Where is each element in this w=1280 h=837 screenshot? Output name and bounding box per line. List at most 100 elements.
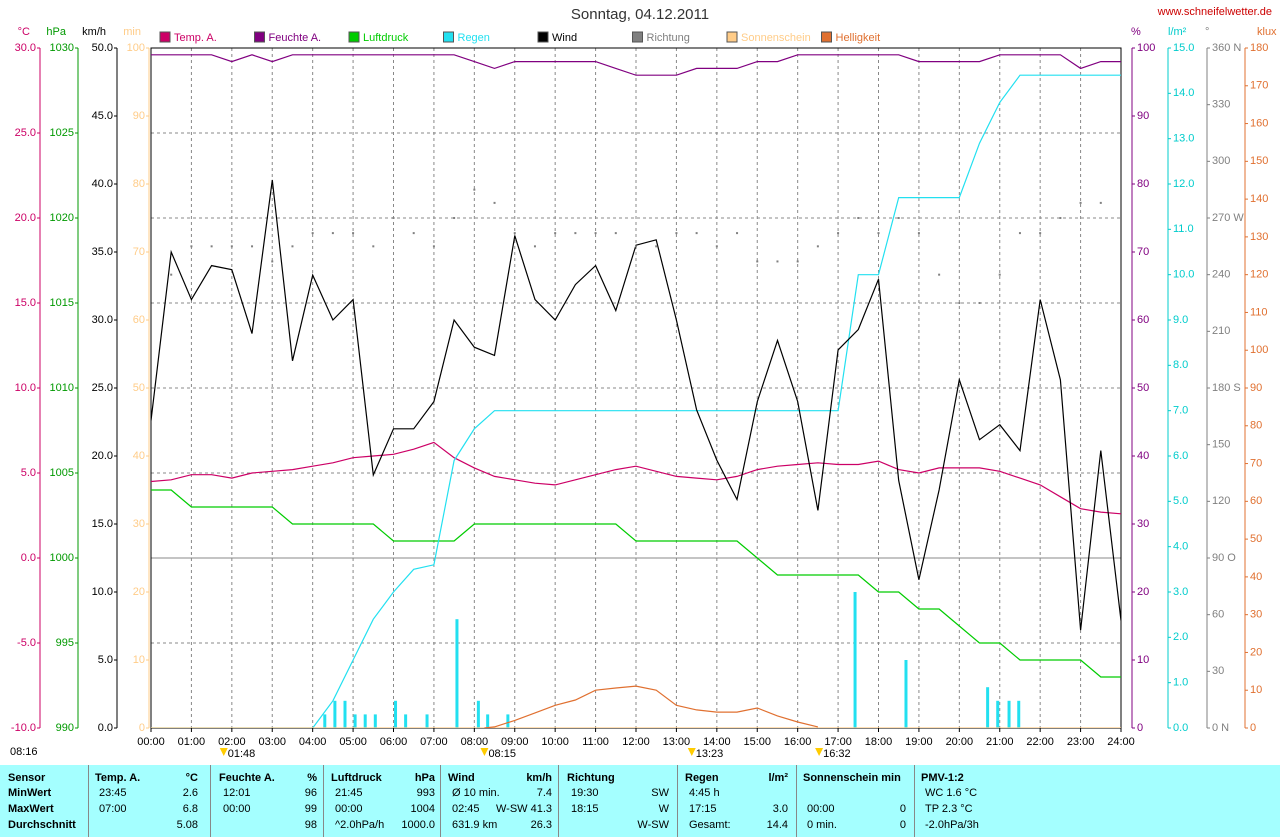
axis-unit: % xyxy=(1131,26,1141,38)
cell-text: 12:01 xyxy=(223,787,251,799)
y-tick-label: 160 xyxy=(1250,117,1268,129)
y-tick-label: 90 O xyxy=(1212,552,1236,564)
cell-value: 0 xyxy=(899,803,906,815)
y-tick-label: 120 xyxy=(1250,269,1268,281)
cell-value: 96 xyxy=(304,787,317,799)
y-tick-label: 0.0 xyxy=(98,722,113,734)
direction-dot xyxy=(372,245,375,248)
x-tick-label: 07:00 xyxy=(420,736,448,748)
y-tick-label: 60 xyxy=(133,314,145,326)
cell-text: 23:45 xyxy=(99,787,127,799)
x-tick-label: 16:00 xyxy=(784,736,812,748)
direction-dot xyxy=(392,217,395,219)
y-tick-label: 0 N xyxy=(1212,722,1229,734)
x-tick-label: 00:00 xyxy=(137,736,165,748)
direction-dot xyxy=(432,245,435,248)
column-header: Wind xyxy=(448,772,475,784)
axis-unit: min xyxy=(123,26,141,38)
rain-bar xyxy=(323,714,327,728)
y-tick-label: 1005 xyxy=(50,467,74,479)
legend-swatch xyxy=(159,31,171,43)
rain-bar xyxy=(404,714,408,728)
cell-value: W-SW 41.3 xyxy=(495,803,552,815)
y-tick-label: 110 xyxy=(1250,306,1268,318)
direction-dot xyxy=(796,260,799,263)
y-tick-label: 50 xyxy=(133,382,145,394)
y-tick-label: 0 xyxy=(139,722,145,734)
y-tick-label: -5.0 xyxy=(17,637,36,649)
annotation-label: 13:23 xyxy=(696,748,724,760)
direction-dot xyxy=(1099,201,1102,204)
cell-value: 26.3 xyxy=(530,819,552,831)
rain-bar xyxy=(486,714,490,728)
x-tick-label: 01:00 xyxy=(178,736,206,748)
direction-dot xyxy=(170,273,173,276)
y-tick-label: 10.0 xyxy=(92,586,113,598)
column-separator xyxy=(914,765,915,837)
direction-dot xyxy=(574,232,577,235)
annotation-icon xyxy=(480,748,489,756)
x-tick-label: 14:00 xyxy=(703,736,731,748)
rain-bar xyxy=(425,714,429,728)
y-tick-label: 14.0 xyxy=(1173,87,1194,99)
direction-dot xyxy=(857,217,860,219)
axis-unit: hPa xyxy=(46,26,66,38)
direction-dot xyxy=(1120,201,1121,204)
y-tick-label: 150 xyxy=(1212,439,1230,451)
rain-bar xyxy=(353,714,357,728)
y-tick-label: 150 xyxy=(1250,155,1268,167)
cell-value: 99 xyxy=(304,803,317,815)
legend-label: Regen xyxy=(458,32,490,44)
rain-bar xyxy=(455,619,459,728)
row-label: MinWert xyxy=(8,787,52,799)
y-tick-label: 120 xyxy=(1212,495,1230,507)
cell-value: 1004 xyxy=(410,803,435,815)
column-separator xyxy=(796,765,797,837)
cell-text: 4:45 h xyxy=(689,787,720,799)
direction-dot xyxy=(1059,217,1062,219)
cell-text: 0 min. xyxy=(807,819,837,831)
direction-dot xyxy=(917,232,920,235)
column-unit: hPa xyxy=(414,772,435,784)
y-tick-label: 1030 xyxy=(50,42,74,54)
series-line xyxy=(151,54,1121,76)
source-link[interactable]: www.schneifelwetter.de xyxy=(1157,6,1272,18)
direction-dot xyxy=(554,232,557,235)
x-tick-label: 17:00 xyxy=(824,736,852,748)
cell-text: Ø 10 min. xyxy=(452,787,500,799)
cell-value: 14.4 xyxy=(766,819,788,831)
y-tick-label: 11.0 xyxy=(1173,223,1194,235)
x-tick-label: 04:00 xyxy=(299,736,327,748)
y-tick-label: 170 xyxy=(1250,80,1268,92)
cell-text: 21:45 xyxy=(335,787,363,799)
x-tick-label: 20:00 xyxy=(946,736,974,748)
cell-value: 6.8 xyxy=(182,803,198,815)
y-tick-label: 0.0 xyxy=(21,552,36,564)
stats-table: Sensor Temp. A. °C Feuchte A.% Luftdruck hPa W… xyxy=(0,765,1280,837)
direction-dot xyxy=(897,217,900,219)
legend-swatch xyxy=(537,31,549,43)
legend-label: Sonnenschein xyxy=(741,32,811,44)
y-tick-label: 25.0 xyxy=(15,127,36,139)
rain-bar xyxy=(333,700,337,728)
direction-dot xyxy=(655,245,658,248)
plot-series xyxy=(151,54,1121,728)
rain-bar xyxy=(506,714,510,728)
annotation-label: 16:32 xyxy=(823,748,851,760)
y-tick-label: 5.0 xyxy=(98,654,113,666)
legend-label: Temp. A. xyxy=(174,32,217,44)
column-header: Sensor xyxy=(8,772,46,784)
y-tick-label: 90 xyxy=(1250,382,1262,394)
y-tick-label: 60 xyxy=(1137,314,1149,326)
direction-dot xyxy=(291,245,294,248)
column-separator xyxy=(88,765,89,837)
column-unit: km/h xyxy=(526,772,552,784)
legend-swatch xyxy=(348,31,360,43)
y-tick-label: 90 xyxy=(1137,110,1149,122)
direction-dot xyxy=(230,245,233,248)
cell-text: WC 1.6 °C xyxy=(925,787,978,799)
direction-dot xyxy=(1018,232,1021,235)
y-tick-label: 5.0 xyxy=(21,467,36,479)
cell-value: 2.6 xyxy=(182,787,198,799)
cell-value: 1000.0 xyxy=(401,819,435,831)
